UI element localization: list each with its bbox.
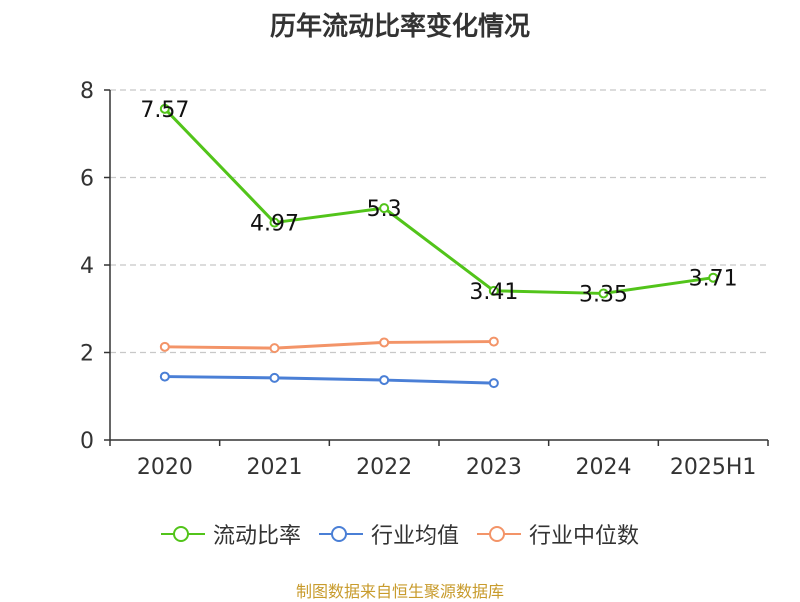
legend-swatch-icon: [477, 524, 521, 544]
data-label: 3.71: [689, 267, 738, 292]
legend-label: 流动比率: [212, 524, 301, 549]
data-point: [269, 372, 280, 383]
series-line: [163, 107, 714, 295]
data-label: 3.35: [579, 282, 628, 307]
data-point: [379, 375, 390, 386]
y-tick-label: 0: [80, 429, 94, 454]
legend-swatch-icon: [160, 524, 205, 544]
y-tick-label: 4: [80, 254, 94, 279]
legend-label: 行业均值: [370, 524, 459, 549]
grid-lines: [110, 89, 768, 354]
series-line: [164, 375, 494, 385]
legend-label: 行业中位数: [529, 524, 640, 549]
y-tick-label: 2: [80, 342, 94, 367]
data-point: [708, 272, 719, 283]
series-line: [164, 340, 494, 350]
x-tick-label: 2022: [356, 455, 412, 480]
data-labels: 7.57 4.97 5.3 3.41 3.35 3.71: [140, 98, 737, 308]
data-label: 4.97: [250, 212, 299, 237]
data-point: [159, 103, 170, 114]
data-point: [488, 336, 499, 347]
data-point: [379, 203, 390, 214]
data-point: [598, 288, 609, 299]
data-point: [159, 371, 170, 382]
data-label: 5.3: [367, 197, 402, 222]
data-label: 7.57: [140, 98, 189, 123]
legend-item[interactable]: 流动比率: [160, 518, 301, 550]
axes: 0 2 4 6 8 2020 2021 2022 2023 2024 2025H1: [80, 79, 769, 480]
x-tick-label: 2024: [576, 455, 632, 480]
legend-item[interactable]: 行业中位数: [477, 518, 639, 550]
x-tick-label: 2023: [466, 455, 522, 480]
legend-swatch-icon: [318, 524, 363, 544]
data-point: [159, 341, 170, 352]
data-point: [488, 285, 499, 296]
data-point: [269, 217, 280, 228]
x-tick-label: 2020: [137, 455, 193, 480]
legend: 流动比率 行业均值 行业中位数: [0, 518, 800, 550]
x-tick-label: 2021: [247, 455, 303, 480]
chart-title: 历年流动比率变化情况: [269, 12, 530, 42]
y-tick-label: 8: [80, 79, 94, 104]
data-point: [379, 337, 390, 348]
x-tick-label: 2025H1: [670, 455, 757, 480]
data-point: [269, 343, 280, 354]
data-point: [488, 378, 499, 389]
source-note: 制图数据来自恒生聚源数据库: [295, 582, 504, 601]
data-label: 3.41: [469, 280, 518, 305]
legend-item[interactable]: 行业均值: [318, 518, 459, 550]
series-lines: [159, 103, 719, 389]
y-tick-label: 6: [80, 167, 94, 192]
